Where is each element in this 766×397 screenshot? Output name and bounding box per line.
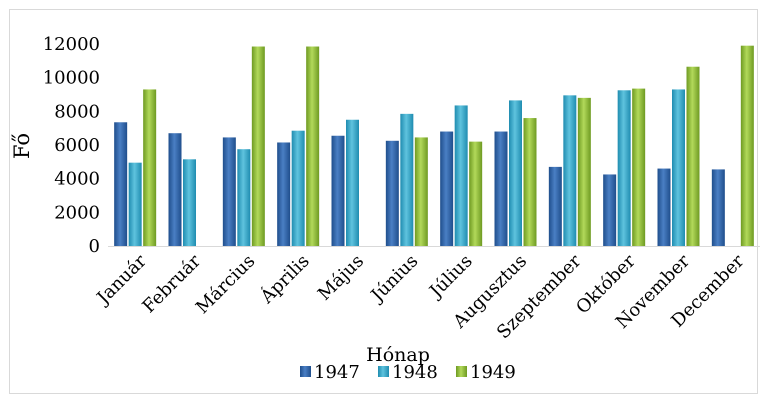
bar-1947-Június	[385, 140, 399, 246]
legend-label: 1947	[314, 362, 360, 383]
legend-label: 1949	[470, 362, 516, 383]
bar-1947-Október	[603, 174, 617, 246]
x-tick-label: Március	[192, 251, 259, 318]
y-tick-label: 4000	[54, 169, 100, 190]
bar-1947-Február	[168, 133, 182, 246]
bar-1947-Január	[114, 122, 128, 246]
bar-1948-Június	[400, 113, 414, 246]
bar-1947-Szeptember	[548, 166, 562, 246]
bar-1947-Augusztus	[494, 131, 508, 246]
legend-label: 1948	[392, 362, 438, 383]
bar-1947-Május	[331, 135, 345, 246]
bar-1948-November	[672, 89, 685, 246]
y-tick-label: 6000	[54, 135, 100, 156]
y-axis-label: Fő	[10, 133, 34, 159]
bar-1949-Március	[251, 46, 265, 247]
legend-swatch-1949	[456, 366, 467, 377]
bar-1949-November	[686, 66, 700, 246]
bar-1947-Március	[222, 137, 236, 246]
bar-1948-Május	[346, 119, 359, 246]
bar-1949-Szeptember	[577, 97, 591, 246]
bar-1948-Február	[183, 159, 196, 246]
legend-swatch-1948	[378, 366, 389, 377]
bar-1949-Április	[306, 46, 320, 247]
bar-1947-December	[711, 169, 725, 246]
legend-swatch-1947	[300, 366, 311, 377]
bar-1948-Január	[128, 162, 142, 246]
x-axis-label: Hónap	[366, 344, 430, 366]
bars	[114, 45, 754, 247]
bar-1949-Október	[632, 88, 646, 246]
bar-1949-Augusztus	[523, 118, 537, 246]
bar-1949-December	[740, 45, 754, 246]
bar-1948-Augusztus	[509, 100, 522, 247]
y-tick-label: 10000	[43, 68, 100, 89]
bar-1947-November	[657, 168, 671, 246]
y-tick-label: 2000	[54, 202, 100, 223]
bar-1947-Április	[277, 142, 291, 246]
bar-1948-Április	[291, 130, 305, 246]
y-tick-label: 0	[89, 236, 100, 257]
x-tick-label: Június	[366, 251, 423, 308]
bar-1947-Július	[440, 131, 454, 246]
bar-1949-Július	[469, 141, 483, 246]
bar-1948-Szeptember	[563, 95, 577, 246]
y-axis-ticks: 0 2000 4000 6000 8000 10000 12000	[43, 34, 100, 257]
y-tick-label: 12000	[43, 34, 100, 55]
bar-1949-Január	[143, 89, 157, 246]
bar-1948-Október	[617, 90, 631, 247]
legend: 1947 1948 1949	[300, 362, 516, 383]
y-tick-label: 8000	[54, 101, 100, 122]
bar-1948-Március	[237, 149, 251, 246]
x-tick-label: Április	[255, 249, 314, 308]
bar-1948-Július	[454, 105, 468, 246]
x-tick-label: Július	[424, 251, 476, 303]
bar-1949-Június	[414, 137, 428, 246]
x-tick-label: Május	[314, 251, 368, 305]
